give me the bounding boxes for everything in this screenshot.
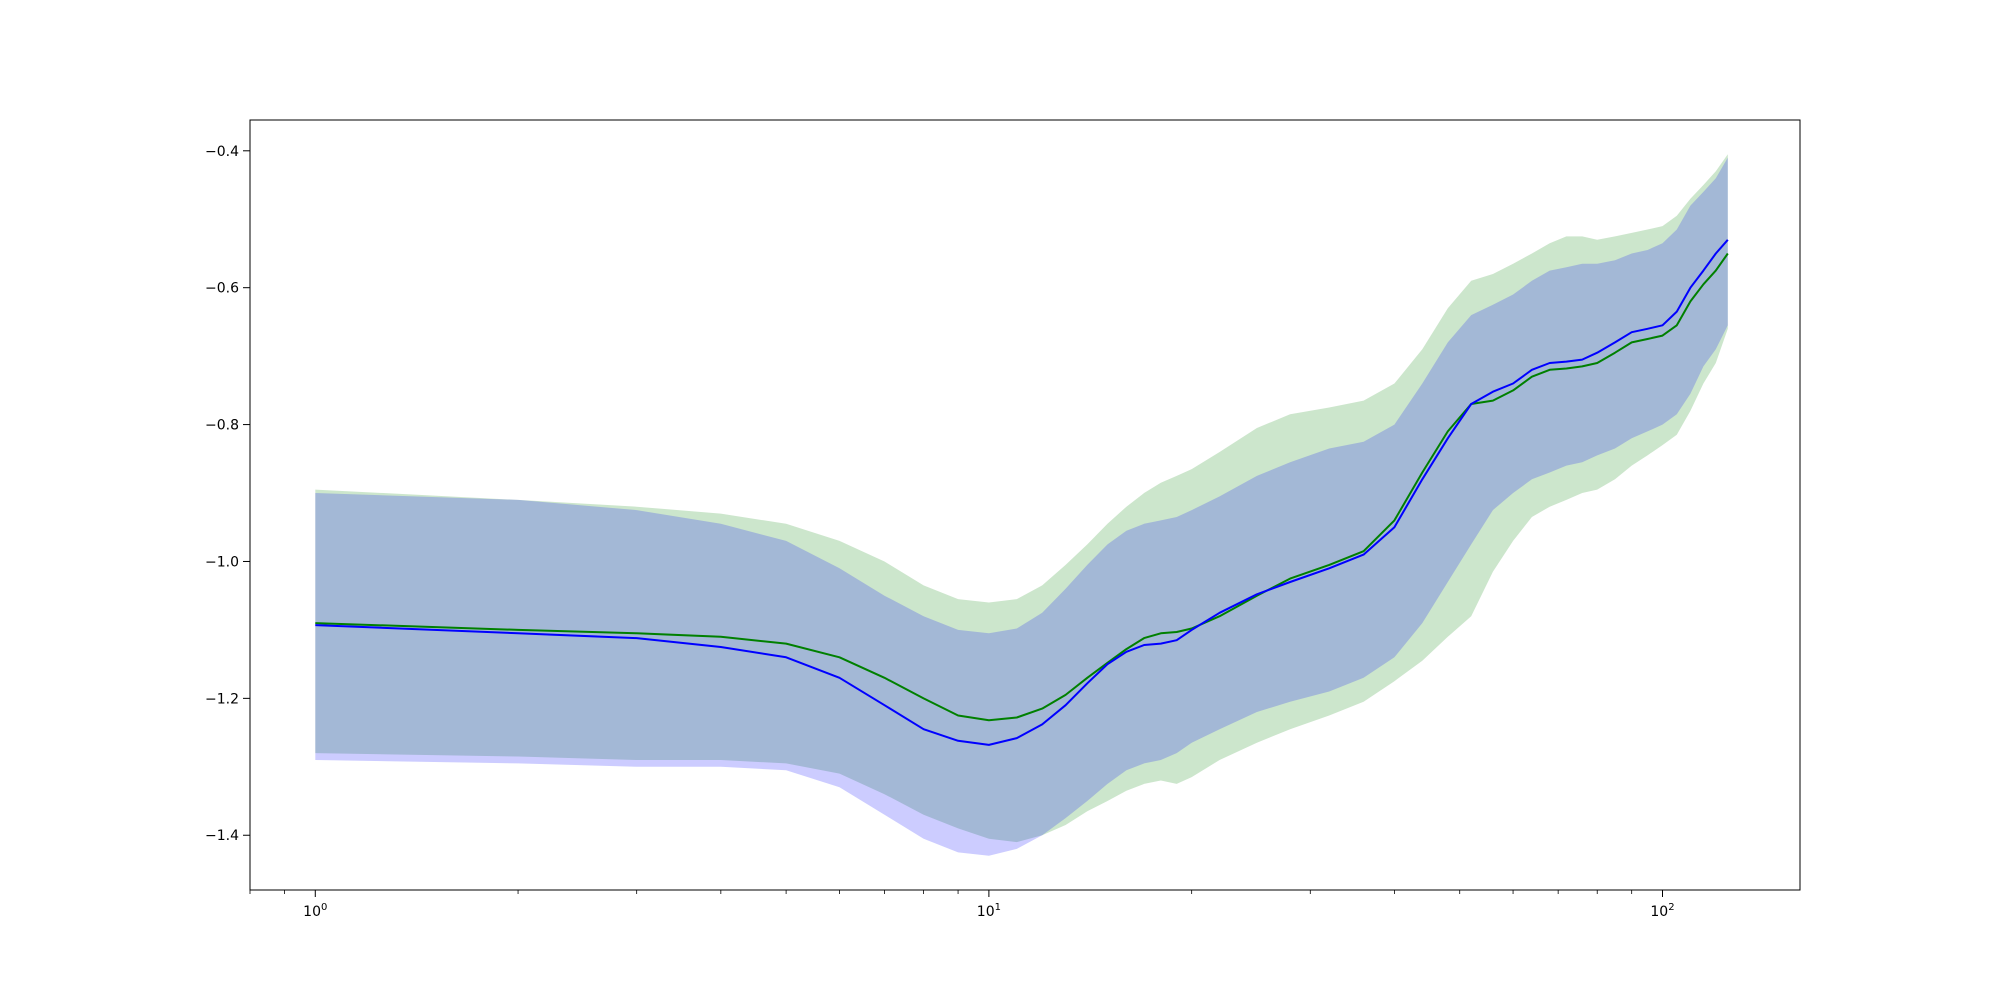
- x-tick-label: 100: [303, 902, 327, 920]
- y-axis: −0.4 −0.6 −0.8 −1.0 −1.2 −1.4: [205, 144, 250, 844]
- x-tick-label: 101: [977, 902, 1001, 920]
- series-1-mean-line: [315, 252, 1729, 722]
- y-tick-label: −0.6: [205, 281, 239, 297]
- series-1-band: [315, 154, 1728, 843]
- mean-lines: [315, 239, 1729, 746]
- confidence-bands: [315, 154, 1728, 856]
- y-tick-label: −0.8: [205, 418, 239, 434]
- x-tick-label: 102: [1650, 902, 1674, 920]
- y-tick-label: −1.2: [205, 691, 239, 707]
- y-tick-label: −1.0: [205, 554, 239, 570]
- x-axis: 100 101 102: [249, 890, 1675, 920]
- plot-background: [250, 120, 1800, 890]
- series-2-mean-line: [315, 239, 1729, 746]
- plot-frame: [249, 119, 1801, 891]
- y-tick-label: −1.4: [205, 828, 239, 844]
- series-2-band: [315, 157, 1728, 856]
- y-tick-label: −0.4: [205, 144, 239, 160]
